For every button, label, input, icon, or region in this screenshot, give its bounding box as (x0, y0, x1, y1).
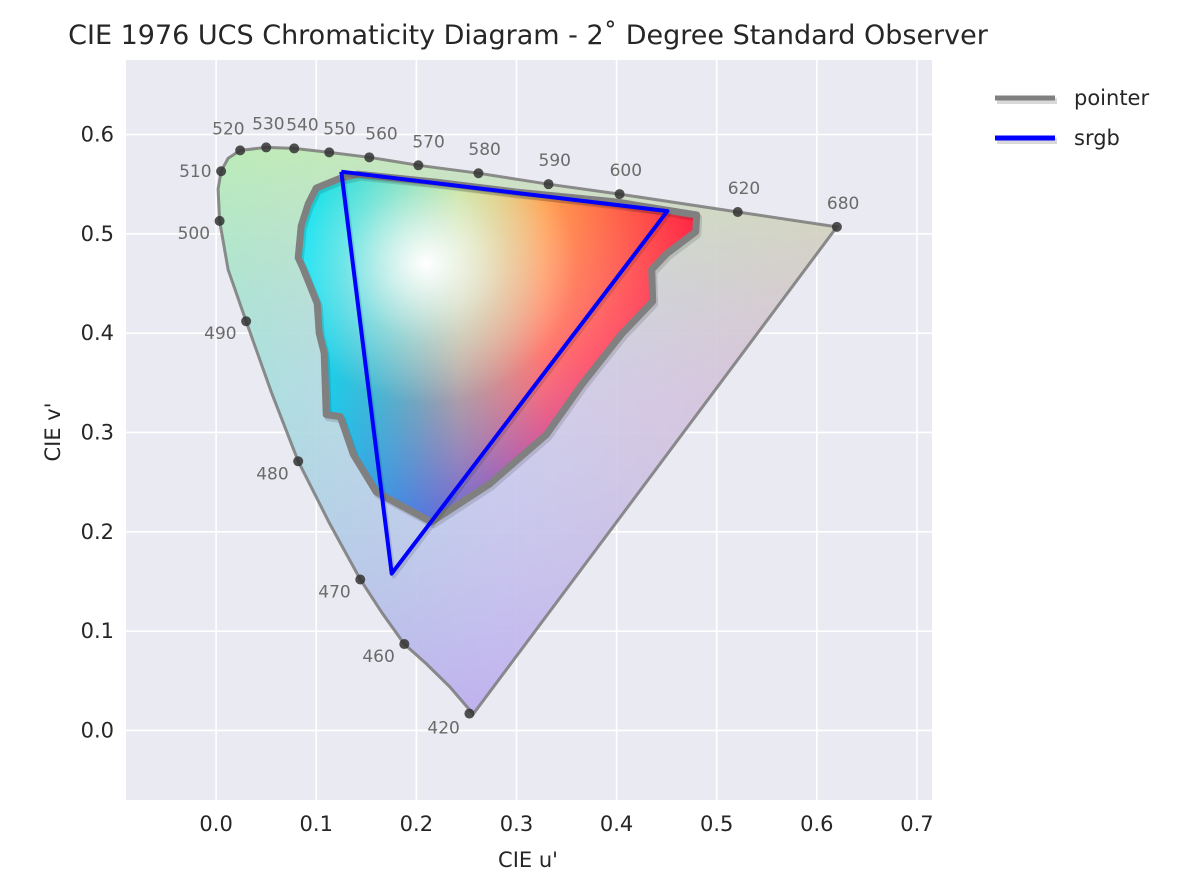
wavelength-label-570: 570 (412, 132, 444, 152)
wavelength-label-600: 600 (610, 161, 642, 181)
wavelength-markers (214, 142, 842, 719)
legend: pointer srgb (995, 86, 1149, 150)
y-tick-label: 0.2 (81, 520, 114, 544)
wavelength-marker-480 (293, 456, 304, 467)
wavelength-labels: 420 460 470 480 490 500 510 520 530 540 550 560 570 5… (178, 114, 860, 738)
wavelength-marker-620 (732, 206, 743, 217)
wavelength-label-680: 680 (827, 194, 859, 214)
wavelength-label-620: 620 (728, 179, 760, 199)
wavelength-label-510: 510 (179, 162, 211, 182)
x-tick-label: 0.1 (300, 812, 333, 836)
wavelength-label-550: 550 (323, 119, 355, 139)
x-tick-label: 0.5 (700, 812, 733, 836)
wavelength-label-590: 590 (539, 151, 571, 171)
x-tick-label: 0.0 (199, 812, 232, 836)
wavelength-label-530: 530 (252, 114, 284, 134)
x-tick-label: 0.2 (400, 812, 433, 836)
wavelength-label-490: 490 (204, 324, 236, 344)
legend-label-pointer: pointer (1074, 86, 1149, 110)
y-tick-label: 0.4 (81, 321, 114, 345)
wavelength-label-580: 580 (468, 140, 500, 160)
wavelength-marker-510 (216, 166, 227, 177)
series-lines (294, 169, 703, 579)
wavelength-marker-490 (241, 316, 252, 327)
wavelength-marker-540 (289, 143, 300, 154)
wavelength-label-420: 420 (427, 719, 459, 739)
wavelength-label-480: 480 (256, 464, 288, 484)
wavelength-label-500: 500 (178, 224, 210, 244)
legend-label-srgb: srgb (1074, 126, 1120, 150)
wavelength-marker-680 (831, 221, 842, 232)
chart-title: CIE 1976 UCS Chromaticity Diagram - 2˚ D… (68, 20, 989, 51)
wavelength-label-460: 460 (362, 647, 394, 667)
y-axis-label: CIE v' (41, 402, 65, 461)
y-tick-label: 0.1 (81, 619, 114, 643)
y-tick-label: 0.0 (81, 718, 114, 742)
srgb-series-line (339, 169, 670, 576)
y-tick-labels: 0.0 0.1 0.2 0.3 0.4 0.5 0.6 (81, 122, 114, 742)
wavelength-marker-460 (399, 639, 410, 650)
x-tick-labels: 0.0 0.1 0.2 0.3 0.4 0.5 0.6 0.7 (199, 812, 933, 836)
x-axis-label: CIE u' (498, 848, 558, 872)
wavelength-label-560: 560 (365, 124, 397, 144)
wavelength-label-520: 520 (212, 119, 244, 139)
wavelength-marker-580 (473, 168, 484, 179)
x-tick-label: 0.4 (600, 812, 633, 836)
wavelength-marker-520 (235, 145, 246, 156)
wavelength-marker-570 (413, 160, 424, 171)
wavelength-marker-560 (364, 152, 375, 163)
wavelength-label-540: 540 (286, 115, 318, 135)
wavelength-marker-500 (214, 215, 225, 226)
y-tick-label: 0.6 (81, 122, 114, 146)
wavelength-marker-420 (464, 708, 475, 719)
wavelength-marker-590 (543, 179, 554, 190)
x-tick-label: 0.6 (800, 812, 833, 836)
x-tick-label: 0.7 (900, 812, 933, 836)
x-tick-label: 0.3 (500, 812, 533, 836)
wavelength-marker-600 (614, 189, 625, 200)
y-tick-label: 0.5 (81, 222, 114, 246)
wavelength-marker-470 (355, 574, 366, 585)
wavelength-label-470: 470 (318, 582, 350, 602)
wavelength-marker-550 (324, 147, 335, 158)
wavelength-marker-530 (261, 142, 272, 153)
y-tick-label: 0.3 (81, 420, 114, 444)
